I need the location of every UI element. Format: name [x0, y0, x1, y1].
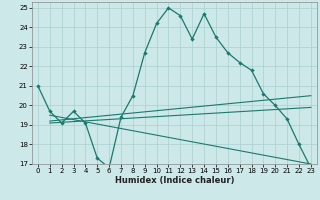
X-axis label: Humidex (Indice chaleur): Humidex (Indice chaleur) [115, 176, 234, 185]
